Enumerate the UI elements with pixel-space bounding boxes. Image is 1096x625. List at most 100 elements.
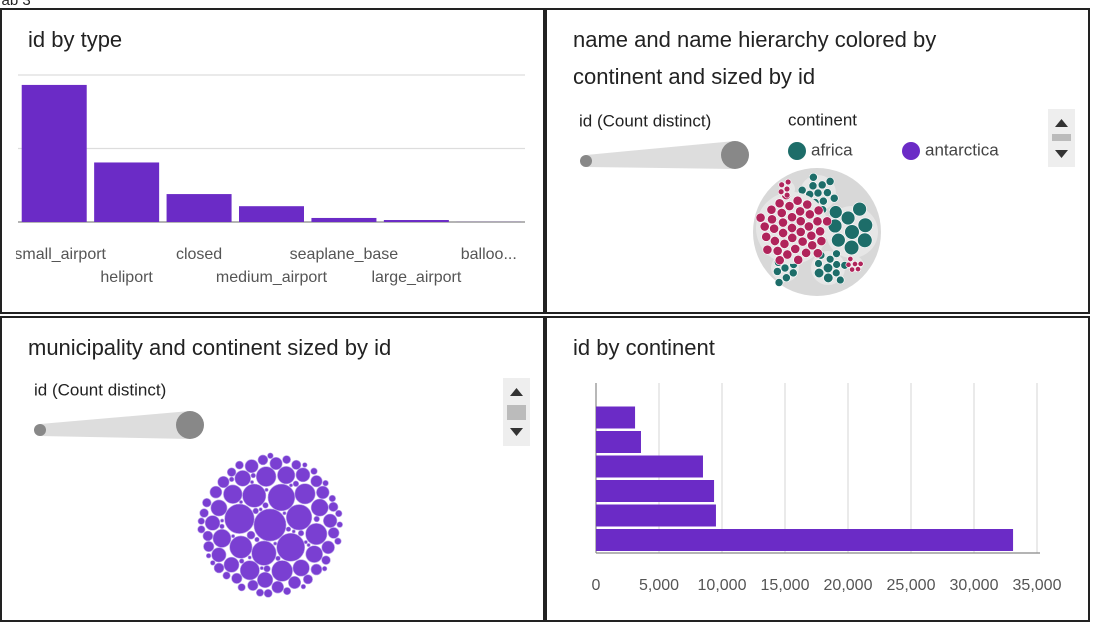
bubble bbox=[202, 498, 212, 508]
bubble bbox=[258, 507, 263, 512]
bubble bbox=[847, 256, 854, 262]
x-tick-label: closed bbox=[176, 246, 222, 263]
bubble bbox=[250, 472, 256, 479]
bar bbox=[239, 206, 304, 222]
bubble bbox=[269, 457, 283, 471]
bubble bbox=[812, 248, 823, 259]
bubble bbox=[819, 196, 828, 206]
bubble bbox=[212, 529, 232, 548]
bubble bbox=[316, 485, 330, 500]
bubble bbox=[239, 500, 243, 504]
bubble bbox=[255, 466, 277, 487]
bubble bbox=[829, 193, 839, 203]
bar bbox=[596, 455, 703, 478]
x-labels: small_airport heliport closed medium_airpor… bbox=[14, 246, 517, 286]
scroll-up[interactable] bbox=[1055, 119, 1068, 127]
bubble bbox=[285, 526, 292, 532]
x-tick-label: small_airport bbox=[14, 246, 106, 263]
bubble bbox=[250, 480, 254, 485]
x-tick-label: 25,000 bbox=[887, 577, 936, 594]
bubble bbox=[809, 172, 818, 182]
scroll-down[interactable] bbox=[1055, 150, 1068, 158]
bubble bbox=[239, 560, 260, 581]
bubble bbox=[244, 459, 259, 474]
bubble bbox=[283, 587, 292, 596]
bubble bbox=[776, 208, 787, 218]
bubble bbox=[843, 239, 860, 256]
size-legend-title: id (Count distinct) bbox=[34, 380, 166, 399]
bubble bbox=[772, 245, 783, 256]
bubble bbox=[787, 212, 797, 223]
scrollbar[interactable] bbox=[1048, 109, 1075, 167]
x-tick-label: medium_airport bbox=[216, 269, 328, 286]
scroll-down[interactable] bbox=[510, 428, 523, 436]
bubble bbox=[795, 226, 806, 237]
x-tick-label: seaplane_base bbox=[290, 246, 399, 263]
chart-title: id by type bbox=[28, 27, 122, 52]
bubble bbox=[247, 555, 252, 560]
bubble bbox=[808, 181, 818, 191]
bubble bbox=[816, 236, 827, 246]
bubble bbox=[303, 540, 308, 545]
tab-label[interactable]: Tab 3 bbox=[0, 0, 31, 9]
bubble bbox=[229, 476, 235, 482]
bubble bbox=[239, 558, 245, 564]
scrollbar[interactable] bbox=[503, 378, 530, 446]
bubble bbox=[276, 532, 306, 562]
bubble bbox=[774, 278, 784, 287]
scroll-up[interactable] bbox=[510, 388, 523, 396]
bubble bbox=[291, 529, 296, 534]
bubble bbox=[285, 504, 313, 531]
bubble bbox=[224, 503, 255, 534]
bubble bbox=[815, 226, 826, 237]
size-legend-max bbox=[176, 411, 204, 439]
bubble bbox=[769, 236, 780, 246]
bubble bbox=[804, 209, 815, 220]
bubble bbox=[289, 483, 293, 488]
bubble bbox=[263, 565, 271, 573]
bubble bbox=[213, 562, 225, 574]
bubble bbox=[787, 232, 798, 243]
bubble bbox=[813, 205, 824, 216]
x-tick-label: 20,000 bbox=[824, 577, 873, 594]
bubble bbox=[844, 224, 860, 240]
scroll-thumb[interactable] bbox=[507, 405, 526, 420]
size-legend-max bbox=[721, 141, 749, 169]
chart-title: name and name hierarchy colored by conti… bbox=[573, 27, 942, 89]
bubble bbox=[840, 210, 856, 226]
bubble bbox=[231, 534, 236, 539]
bubble bbox=[310, 498, 329, 517]
bubble bbox=[783, 185, 791, 193]
bubble bbox=[801, 247, 812, 258]
bubble bbox=[780, 263, 790, 273]
bubble bbox=[755, 212, 766, 223]
bubble bbox=[762, 244, 773, 255]
size-legend-min bbox=[34, 424, 46, 436]
bubble bbox=[849, 266, 856, 273]
panel bbox=[0, 8, 545, 314]
bubble bbox=[328, 494, 336, 503]
bubble bbox=[845, 261, 852, 268]
bubble bbox=[203, 540, 215, 553]
bubble bbox=[323, 513, 338, 528]
bubble bbox=[234, 470, 251, 487]
bubble bbox=[297, 530, 305, 537]
bubble bbox=[779, 238, 790, 249]
bubble bbox=[832, 249, 841, 258]
bubble bbox=[262, 502, 269, 509]
bubble bbox=[253, 508, 287, 542]
bubble bbox=[792, 195, 803, 206]
bubble bbox=[246, 530, 256, 540]
bubble bbox=[220, 518, 225, 523]
legend-label: antarctica bbox=[925, 140, 999, 159]
bubble bbox=[790, 243, 801, 254]
scroll-thumb[interactable] bbox=[1052, 134, 1071, 141]
chart-title: id by continent bbox=[573, 335, 715, 360]
bubble bbox=[836, 275, 845, 285]
bubble bbox=[328, 501, 339, 512]
bubble bbox=[795, 206, 806, 217]
bubble bbox=[202, 530, 214, 542]
bubble bbox=[292, 559, 310, 577]
bubble bbox=[237, 583, 246, 592]
bubble bbox=[852, 201, 867, 217]
